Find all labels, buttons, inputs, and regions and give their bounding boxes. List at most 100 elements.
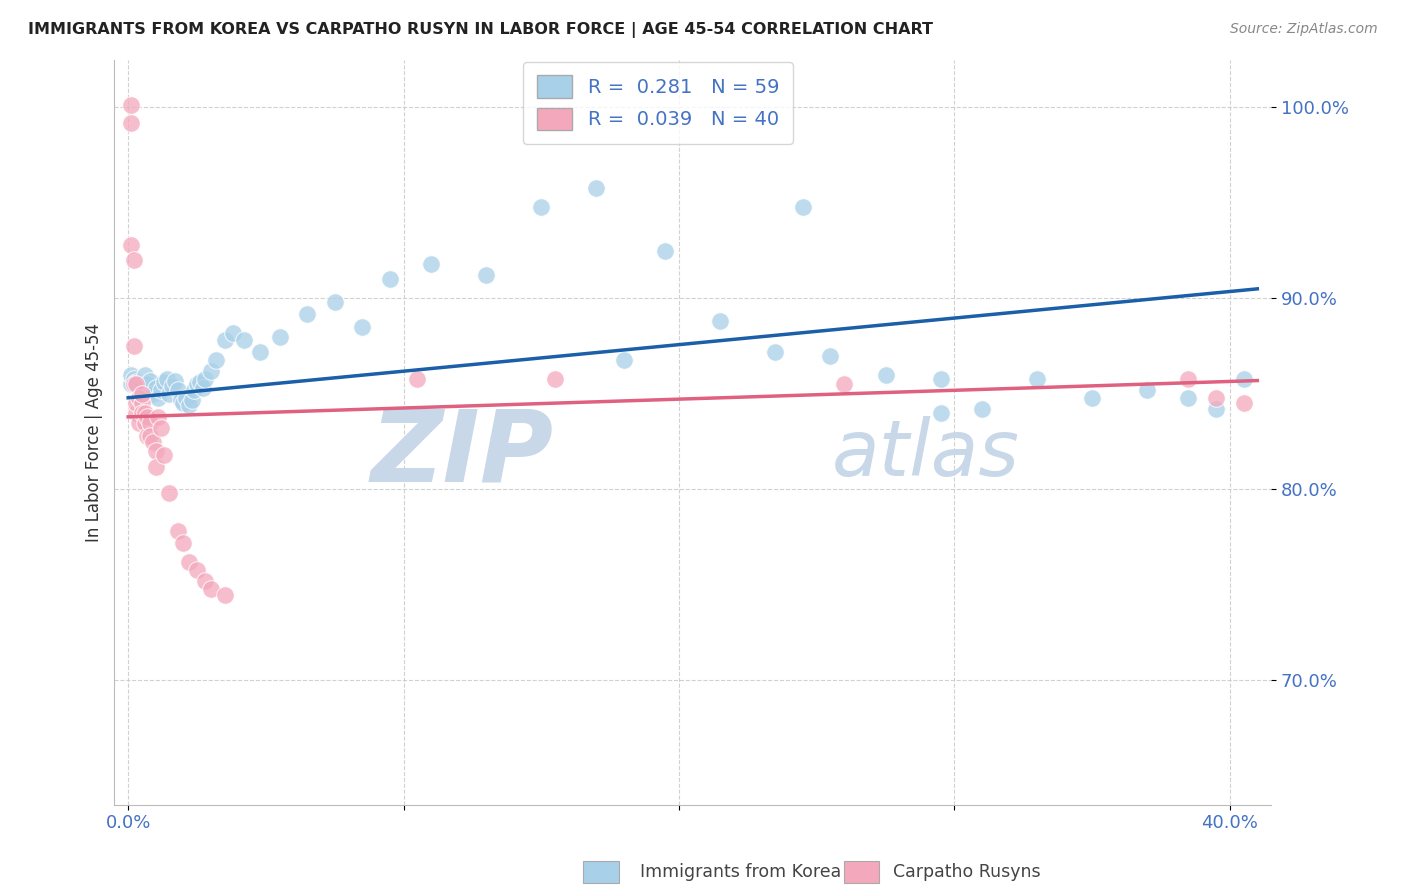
Point <box>153 376 176 390</box>
Point <box>1177 391 1199 405</box>
Point <box>142 434 165 449</box>
Point <box>166 383 188 397</box>
Point <box>150 421 173 435</box>
Point <box>1136 383 1159 397</box>
Text: atlas: atlas <box>831 417 1019 492</box>
Point <box>162 379 184 393</box>
Point <box>1205 391 1227 405</box>
Point <box>1232 396 1254 410</box>
Point <box>420 257 443 271</box>
Point <box>191 381 214 395</box>
Point <box>139 429 162 443</box>
Point <box>148 391 170 405</box>
Point <box>142 387 165 401</box>
Point <box>929 371 952 385</box>
Legend: R =  0.281   N = 59, R =  0.039   N = 40: R = 0.281 N = 59, R = 0.039 N = 40 <box>523 62 793 144</box>
Point <box>1026 371 1049 385</box>
Point <box>120 98 142 112</box>
Point <box>122 371 145 385</box>
Point <box>194 371 217 385</box>
Point <box>136 409 159 424</box>
Point <box>1081 391 1104 405</box>
Point <box>145 444 167 458</box>
Point <box>122 377 145 392</box>
Point <box>180 392 202 407</box>
Point <box>188 376 211 390</box>
Point <box>128 391 150 405</box>
Point <box>131 406 153 420</box>
Point <box>378 272 401 286</box>
Point <box>166 524 188 539</box>
Point <box>134 416 156 430</box>
Point <box>200 582 222 596</box>
Point <box>136 429 159 443</box>
Point <box>159 486 181 500</box>
Point <box>792 200 814 214</box>
Point <box>156 371 179 385</box>
Point <box>125 377 148 392</box>
Point <box>122 339 145 353</box>
Point <box>585 180 607 194</box>
Point <box>222 326 245 340</box>
Point <box>134 406 156 420</box>
Point <box>613 352 636 367</box>
Point <box>125 396 148 410</box>
Point <box>120 377 142 392</box>
Point <box>832 377 855 392</box>
Point <box>139 374 162 388</box>
Point <box>169 392 191 407</box>
Point <box>163 374 186 388</box>
Point <box>929 406 952 420</box>
Point <box>159 387 181 401</box>
Point <box>200 364 222 378</box>
Point <box>352 320 374 334</box>
Point <box>136 377 159 392</box>
Point <box>186 377 208 392</box>
Point <box>120 115 142 129</box>
Point <box>1232 371 1254 385</box>
Text: ZIP: ZIP <box>371 406 554 503</box>
Point <box>875 368 897 382</box>
Point <box>186 563 208 577</box>
Point <box>174 391 197 405</box>
Text: Immigrants from Korea: Immigrants from Korea <box>640 863 841 881</box>
Point <box>131 377 153 392</box>
Point <box>232 334 254 348</box>
Point <box>139 416 162 430</box>
Point <box>205 352 228 367</box>
Point <box>122 253 145 268</box>
Point <box>128 416 150 430</box>
Text: Source: ZipAtlas.com: Source: ZipAtlas.com <box>1230 22 1378 37</box>
Point <box>150 383 173 397</box>
Point <box>153 448 176 462</box>
Point <box>145 459 167 474</box>
Point <box>654 244 676 258</box>
Point <box>544 371 567 385</box>
Y-axis label: In Labor Force | Age 45-54: In Labor Force | Age 45-54 <box>86 323 103 541</box>
Point <box>125 376 148 390</box>
Point <box>131 387 153 401</box>
Point <box>970 402 993 417</box>
Point <box>120 368 142 382</box>
Point <box>172 396 194 410</box>
Point <box>406 371 429 385</box>
Text: IMMIGRANTS FROM KOREA VS CARPATHO RUSYN IN LABOR FORCE | AGE 45-54 CORRELATION C: IMMIGRANTS FROM KOREA VS CARPATHO RUSYN … <box>28 22 934 38</box>
Point <box>177 398 200 412</box>
Point <box>134 368 156 382</box>
Point <box>249 345 271 359</box>
Point <box>145 381 167 395</box>
Point <box>475 268 498 283</box>
Point <box>194 574 217 589</box>
Point <box>183 383 205 397</box>
Point <box>530 200 553 214</box>
Point <box>148 409 170 424</box>
Point <box>214 588 236 602</box>
Text: Carpatho Rusyns: Carpatho Rusyns <box>893 863 1040 881</box>
Point <box>172 536 194 550</box>
Point <box>214 334 236 348</box>
Point <box>131 396 153 410</box>
Point <box>709 314 731 328</box>
Point <box>1205 402 1227 417</box>
Point <box>295 307 318 321</box>
Point <box>120 238 142 252</box>
